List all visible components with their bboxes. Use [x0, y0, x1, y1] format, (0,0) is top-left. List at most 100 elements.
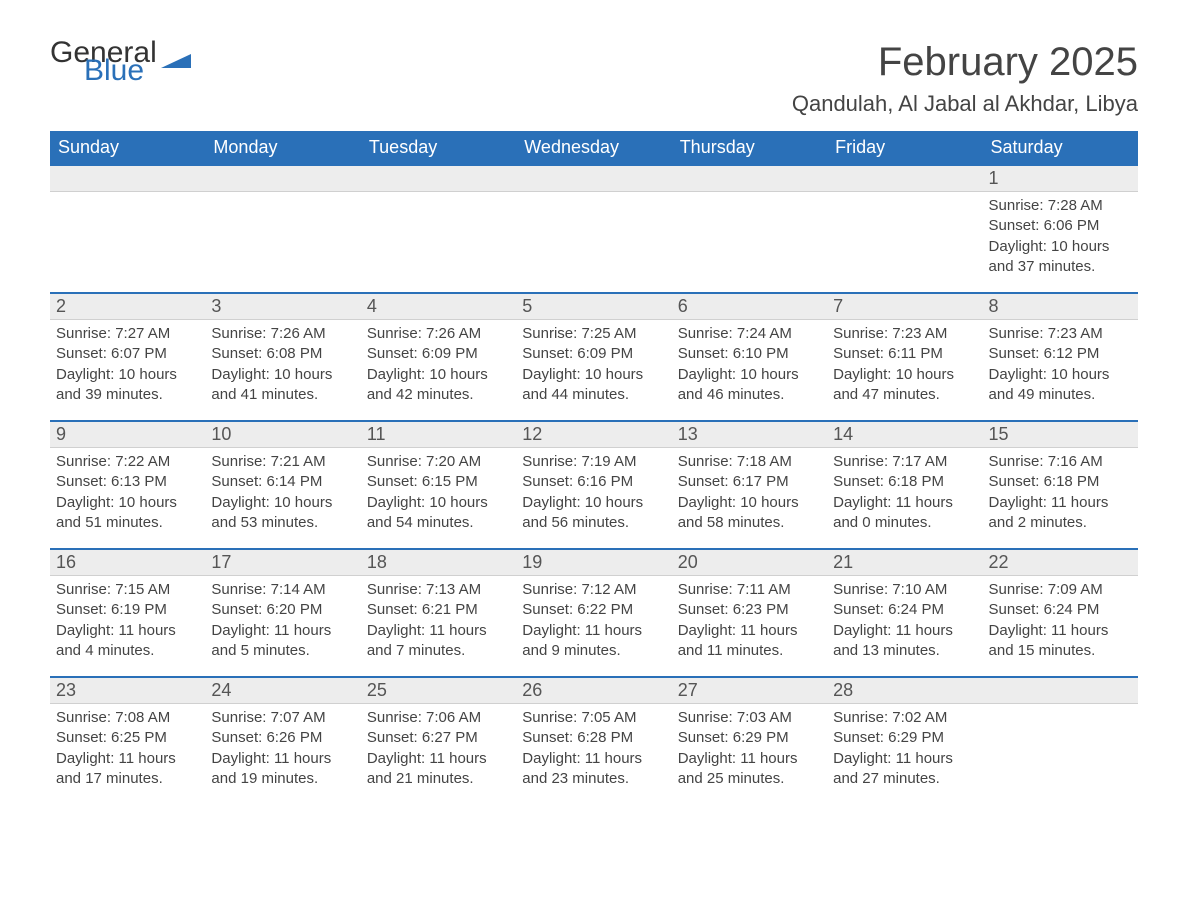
calendar-day-cell: 10Sunrise: 7:21 AMSunset: 6:14 PMDayligh…: [205, 420, 360, 548]
weekday-header: Wednesday: [516, 131, 671, 164]
day-details: [516, 192, 671, 272]
sunset-line: Sunset: 6:28 PM: [522, 728, 665, 748]
sunrise-line: Sunrise: 7:10 AM: [833, 580, 976, 600]
sunset-line: Sunset: 6:07 PM: [56, 344, 199, 364]
sunset-line: Sunset: 6:27 PM: [367, 728, 510, 748]
sunrise-line: Sunrise: 7:18 AM: [678, 452, 821, 472]
daylight-line: Daylight: 11 hours and 17 minutes.: [56, 749, 199, 790]
logo: General Blue: [50, 40, 191, 83]
sunset-line: Sunset: 6:21 PM: [367, 600, 510, 620]
day-number: 6: [672, 292, 827, 320]
sunrise-line: Sunrise: 7:08 AM: [56, 708, 199, 728]
day-number: 26: [516, 676, 671, 704]
daylight-line: Daylight: 10 hours and 47 minutes.: [833, 365, 976, 406]
sunset-line: Sunset: 6:29 PM: [678, 728, 821, 748]
calendar-week-row: 2Sunrise: 7:27 AMSunset: 6:07 PMDaylight…: [50, 292, 1138, 420]
sunrise-line: Sunrise: 7:02 AM: [833, 708, 976, 728]
calendar-day-cell: 3Sunrise: 7:26 AMSunset: 6:08 PMDaylight…: [205, 292, 360, 420]
daylight-line: Daylight: 11 hours and 11 minutes.: [678, 621, 821, 662]
daylight-line: Daylight: 11 hours and 25 minutes.: [678, 749, 821, 790]
day-details: Sunrise: 7:18 AMSunset: 6:17 PMDaylight:…: [672, 448, 827, 545]
day-details: Sunrise: 7:05 AMSunset: 6:28 PMDaylight:…: [516, 704, 671, 801]
sunset-line: Sunset: 6:14 PM: [211, 472, 354, 492]
calendar-day-cell: 20 Sunrise: 7:11 AMSunset: 6:23 PMDayligh…: [672, 548, 827, 676]
day-details: Sunrise: 7:28 AMSunset: 6:06 PMDaylight:…: [983, 192, 1138, 289]
sunrise-line: Sunrise: 7:11 AM: [678, 580, 821, 600]
daylight-line: Daylight: 10 hours and 44 minutes.: [522, 365, 665, 406]
day-details: Sunrise: 7:10 AMSunset: 6:24 PMDaylight:…: [827, 576, 982, 673]
day-number: 5: [516, 292, 671, 320]
daylight-line: Daylight: 11 hours and 15 minutes.: [989, 621, 1132, 662]
day-details: Sunrise: 7:12 AMSunset: 6:22 PMDaylight:…: [516, 576, 671, 673]
sunrise-line: Sunrise: 7:25 AM: [522, 324, 665, 344]
calendar-day-cell: 15Sunrise: 7:16 AMSunset: 6:18 PMDayligh…: [983, 420, 1138, 548]
day-details: [205, 192, 360, 272]
calendar-day-cell: 27Sunrise: 7:03 AMSunset: 6:29 PMDayligh…: [672, 676, 827, 804]
sunset-line: Sunset: 6:20 PM: [211, 600, 354, 620]
calendar-table: SundayMondayTuesdayWednesdayThursdayFrid…: [50, 131, 1138, 804]
daylight-line: Daylight: 11 hours and 4 minutes.: [56, 621, 199, 662]
sunset-line: Sunset: 6:08 PM: [211, 344, 354, 364]
sunrise-line: Sunrise: 7:12 AM: [522, 580, 665, 600]
sunrise-line: Sunrise: 7:24 AM: [678, 324, 821, 344]
calendar-day-cell: 8Sunrise: 7:23 AMSunset: 6:12 PMDaylight…: [983, 292, 1138, 420]
calendar-day-cell: 24Sunrise: 7:07 AMSunset: 6:26 PMDayligh…: [205, 676, 360, 804]
day-details: Sunrise: 7:20 AMSunset: 6:15 PMDaylight:…: [361, 448, 516, 545]
day-number: 7: [827, 292, 982, 320]
daylight-line: Daylight: 10 hours and 39 minutes.: [56, 365, 199, 406]
daylight-line: Daylight: 11 hours and 23 minutes.: [522, 749, 665, 790]
sunrise-line: Sunrise: 7:23 AM: [833, 324, 976, 344]
day-number: [516, 164, 671, 192]
sunrise-line: Sunrise: 7:07 AM: [211, 708, 354, 728]
sunset-line: Sunset: 6:23 PM: [678, 600, 821, 620]
day-number: [983, 676, 1138, 704]
day-number: 20: [672, 548, 827, 576]
sunrise-line: Sunrise: 7:26 AM: [211, 324, 354, 344]
day-details: [50, 192, 205, 272]
day-number: 21: [827, 548, 982, 576]
calendar-empty-cell: [672, 164, 827, 292]
day-number: 18: [361, 548, 516, 576]
sunset-line: Sunset: 6:18 PM: [989, 472, 1132, 492]
day-number: 3: [205, 292, 360, 320]
calendar-body: 1Sunrise: 7:28 AMSunset: 6:06 PMDaylight…: [50, 164, 1138, 804]
daylight-line: Daylight: 11 hours and 5 minutes.: [211, 621, 354, 662]
weekday-header: Saturday: [983, 131, 1138, 164]
sunset-line: Sunset: 6:19 PM: [56, 600, 199, 620]
sunrise-line: Sunrise: 7:06 AM: [367, 708, 510, 728]
daylight-line: Daylight: 10 hours and 54 minutes.: [367, 493, 510, 534]
calendar-day-cell: 16Sunrise: 7:15 AMSunset: 6:19 PMDayligh…: [50, 548, 205, 676]
weekday-header: Thursday: [672, 131, 827, 164]
sunrise-line: Sunrise: 7:28 AM: [989, 196, 1132, 216]
daylight-line: Daylight: 10 hours and 37 minutes.: [989, 237, 1132, 278]
day-details: Sunrise: 7:23 AMSunset: 6:11 PMDaylight:…: [827, 320, 982, 417]
day-number: 12: [516, 420, 671, 448]
day-details: Sunrise: 7:21 AMSunset: 6:14 PMDaylight:…: [205, 448, 360, 545]
day-number: 24: [205, 676, 360, 704]
day-details: Sunrise: 7:13 AMSunset: 6:21 PMDaylight:…: [361, 576, 516, 673]
sunset-line: Sunset: 6:25 PM: [56, 728, 199, 748]
day-number: 13: [672, 420, 827, 448]
sunrise-line: Sunrise: 7:03 AM: [678, 708, 821, 728]
day-details: Sunrise: 7:23 AMSunset: 6:12 PMDaylight:…: [983, 320, 1138, 417]
calendar-day-cell: 2Sunrise: 7:27 AMSunset: 6:07 PMDaylight…: [50, 292, 205, 420]
calendar-week-row: 9Sunrise: 7:22 AMSunset: 6:13 PMDaylight…: [50, 420, 1138, 548]
day-details: Sunrise: 7:16 AMSunset: 6:18 PMDaylight:…: [983, 448, 1138, 545]
calendar-day-cell: 26Sunrise: 7:05 AMSunset: 6:28 PMDayligh…: [516, 676, 671, 804]
calendar-day-cell: 13Sunrise: 7:18 AMSunset: 6:17 PMDayligh…: [672, 420, 827, 548]
logo-text-blue: Blue: [84, 58, 157, 84]
calendar-empty-cell: [50, 164, 205, 292]
day-details: Sunrise: 7:26 AMSunset: 6:08 PMDaylight:…: [205, 320, 360, 417]
daylight-line: Daylight: 10 hours and 53 minutes.: [211, 493, 354, 534]
sunset-line: Sunset: 6:11 PM: [833, 344, 976, 364]
sunrise-line: Sunrise: 7:26 AM: [367, 324, 510, 344]
sunrise-line: Sunrise: 7:16 AM: [989, 452, 1132, 472]
location: Qandulah, Al Jabal al Akhdar, Libya: [792, 91, 1138, 117]
calendar-day-cell: 23Sunrise: 7:08 AMSunset: 6:25 PMDayligh…: [50, 676, 205, 804]
calendar-day-cell: 12Sunrise: 7:19 AMSunset: 6:16 PMDayligh…: [516, 420, 671, 548]
daylight-line: Daylight: 10 hours and 58 minutes.: [678, 493, 821, 534]
daylight-line: Daylight: 11 hours and 13 minutes.: [833, 621, 976, 662]
day-number: 4: [361, 292, 516, 320]
day-details: Sunrise: 7:09 AMSunset: 6:24 PMDaylight:…: [983, 576, 1138, 673]
day-details: Sunrise: 7:17 AMSunset: 6:18 PMDaylight:…: [827, 448, 982, 545]
